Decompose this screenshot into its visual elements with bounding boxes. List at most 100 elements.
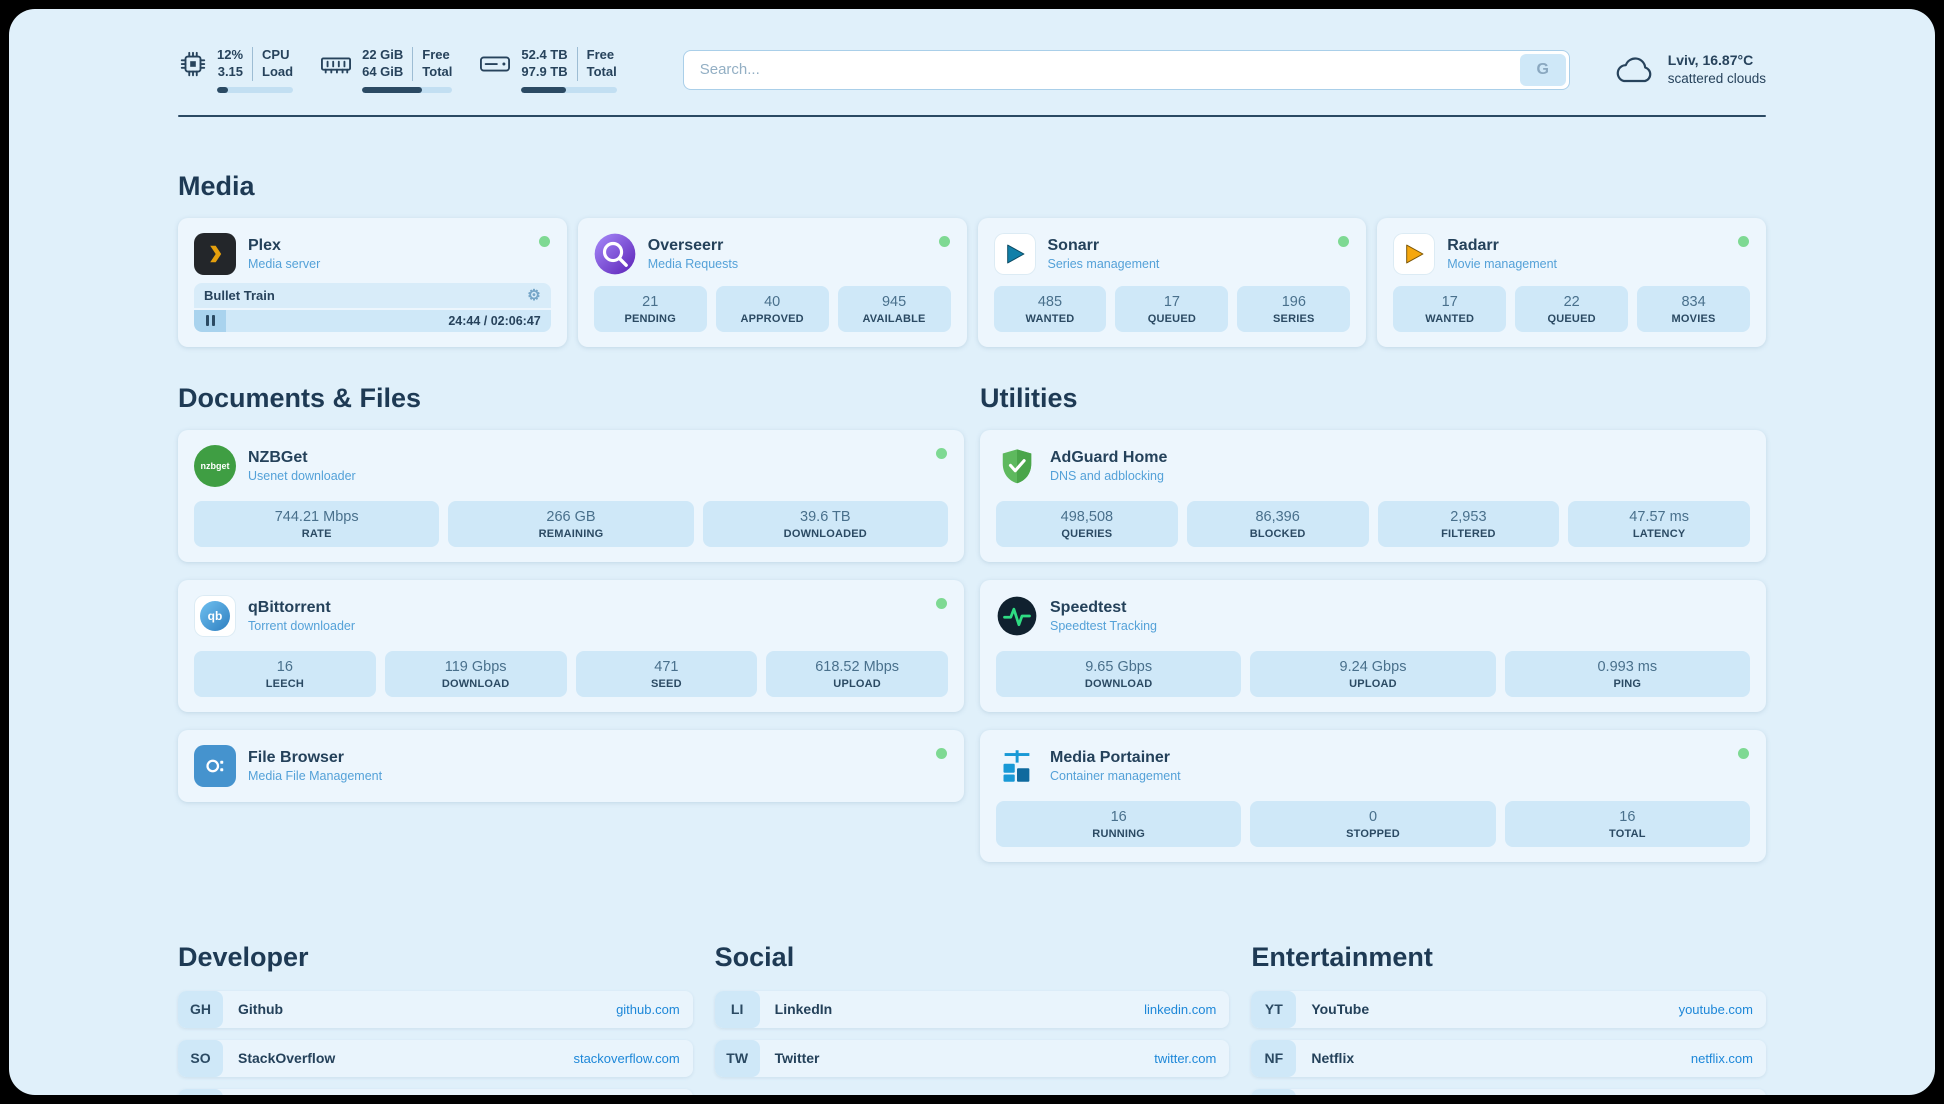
ram-metric-body: 22 GiB 64 GiB Free Total bbox=[362, 47, 453, 93]
bookmark-twitter[interactable]: TW Twitter twitter.com bbox=[714, 1039, 1230, 1077]
stat-label: SEED bbox=[650, 677, 682, 690]
qbittorrent-logo-text: qb bbox=[207, 608, 223, 623]
topbar: 12% 3.15 CPU Load bbox=[178, 47, 1766, 93]
stats-row: 498,508 QUERIES 86,396 BLOCKED 2,953 FIL… bbox=[996, 500, 1750, 547]
stat-label: RUNNING bbox=[1092, 827, 1146, 840]
bookmark-url: linkedin.com bbox=[1144, 1001, 1217, 1017]
ram-progressbar bbox=[362, 86, 453, 93]
stat-value: 17 bbox=[1163, 293, 1180, 310]
stats-row: 17 WANTED 22 QUEUED 834 MOVIES bbox=[1393, 285, 1751, 332]
gear-icon[interactable]: ⚙ bbox=[527, 286, 541, 304]
service-card-adguard[interactable]: AdGuard Home DNS and adblocking 498,508 … bbox=[980, 429, 1766, 562]
cpu-load-label: Load bbox=[262, 63, 294, 79]
media-grid: Plex Media server Bullet Train ⚙ 24:44 / bbox=[178, 217, 1766, 347]
stat-label: FILTERED bbox=[1441, 527, 1496, 540]
section-title-entertainment: Entertainment bbox=[1251, 941, 1433, 972]
status-dot bbox=[1338, 235, 1350, 247]
service-titles: Overseerr Media Requests bbox=[648, 237, 738, 271]
stat-value: 945 bbox=[881, 293, 907, 310]
service-header: File Browser Media File Management bbox=[194, 744, 948, 787]
stat-value: 834 bbox=[1681, 293, 1706, 310]
bookmark-abbr: TW bbox=[714, 1039, 760, 1077]
bookmark-reddit[interactable]: RE Reddit reddit.com bbox=[1251, 1088, 1766, 1095]
pause-icon bbox=[205, 315, 215, 327]
service-subtitle: Container management bbox=[1050, 768, 1181, 783]
cloud-icon bbox=[1616, 57, 1651, 82]
service-header: Sonarr Series management bbox=[993, 232, 1351, 275]
stat-value: 17 bbox=[1441, 293, 1458, 310]
service-titles: qBittorrent Torrent downloader bbox=[248, 599, 355, 633]
bookmark-group-social: Social LI LinkedIn linkedin.com TW Twitt… bbox=[714, 941, 1230, 1089]
service-card-qbittorrent[interactable]: qb qBittorrent Torrent downloader 16 LEE… bbox=[178, 579, 964, 712]
stat-label: AVAILABLE bbox=[862, 312, 926, 325]
stat-download: 9.65 Gbps DOWNLOAD bbox=[996, 650, 1242, 697]
stat-series: 196 SERIES bbox=[1237, 285, 1351, 332]
service-card-filebrowser[interactable]: File Browser Media File Management bbox=[178, 729, 964, 802]
cpu-progressbar bbox=[217, 86, 294, 93]
service-card-sonarr[interactable]: Sonarr Series management 485 WANTED 17 Q… bbox=[977, 217, 1367, 347]
service-header: Plex Media server bbox=[194, 232, 551, 275]
stat-value: 16 bbox=[1619, 808, 1636, 825]
stat-value: 498,508 bbox=[1060, 508, 1114, 525]
stat-stopped: 0 STOPPED bbox=[1250, 800, 1496, 847]
stat-latency: 47.57 ms LATENCY bbox=[1568, 500, 1750, 547]
stat-value: 266 GB bbox=[546, 508, 596, 525]
bookmark-github[interactable]: GH Github github.com bbox=[178, 990, 693, 1028]
stat-value: 39.6 TB bbox=[800, 508, 851, 525]
service-card-plex[interactable]: Plex Media server Bullet Train ⚙ 24:44 / bbox=[178, 217, 567, 347]
service-card-speedtest[interactable]: Speedtest Speedtest Tracking 9.65 Gbps D… bbox=[980, 579, 1766, 712]
bookmark-netflix[interactable]: NF Netflix netflix.com bbox=[1251, 1039, 1766, 1077]
weather-location: Lviv, 16.87°C bbox=[1667, 52, 1754, 69]
section-title-developer: Developer bbox=[178, 941, 309, 972]
stat-upload: 9.24 Gbps UPLOAD bbox=[1250, 650, 1496, 697]
stat-value: 618.52 Mbps bbox=[815, 658, 900, 675]
bookmark-name: Github bbox=[238, 1001, 284, 1018]
stat-label: MOVIES bbox=[1671, 312, 1716, 325]
stat-label: UPLOAD bbox=[1349, 677, 1397, 690]
status-dot bbox=[538, 235, 550, 247]
disk-total-value: 97.9 TB bbox=[521, 63, 568, 79]
bookmark-url: youtube.com bbox=[1678, 1001, 1753, 1017]
bookmark-group-entertainment: Entertainment YT YouTube youtube.com NF … bbox=[1251, 942, 1766, 1095]
stat-value: 40 bbox=[764, 293, 781, 310]
adguard-icon bbox=[996, 445, 1038, 487]
search-input[interactable] bbox=[682, 49, 1570, 90]
stat-available: 945 AVAILABLE bbox=[837, 285, 951, 332]
portainer-icon bbox=[996, 745, 1038, 787]
stat-wanted: 485 WANTED bbox=[993, 285, 1107, 332]
stat-label: DOWNLOAD bbox=[441, 677, 510, 690]
service-card-nzbget[interactable]: nzbget NZBGet Usenet downloader 744.21 M… bbox=[178, 429, 964, 562]
service-card-radarr[interactable]: Radarr Movie management 17 WANTED 22 QUE… bbox=[1377, 217, 1766, 347]
service-subtitle: Torrent downloader bbox=[248, 618, 356, 633]
bookmark-youtube[interactable]: YT YouTube youtube.com bbox=[1251, 990, 1766, 1028]
bookmark-abbr: GH bbox=[178, 990, 223, 1028]
section-title-social: Social bbox=[714, 941, 795, 972]
bookmark-linkedin[interactable]: LI LinkedIn linkedin.com bbox=[714, 990, 1230, 1028]
stat-label: LEECH bbox=[265, 677, 305, 690]
stat-approved: 40 APPROVED bbox=[715, 285, 829, 332]
service-subtitle: Media server bbox=[248, 256, 321, 271]
stat-label: TOTAL bbox=[1608, 827, 1646, 840]
service-subtitle: Series management bbox=[1047, 256, 1160, 271]
utilities-column: Utilities AdGuard Home bbox=[980, 347, 1766, 880]
status-dot bbox=[1738, 747, 1749, 759]
bookmark-dev[interactable]: DT DEV dev.to bbox=[178, 1088, 693, 1095]
service-card-portainer[interactable]: Media Portainer Container management 16 … bbox=[980, 729, 1766, 862]
bookmark-stackoverflow[interactable]: SO StackOverflow stackoverflow.com bbox=[178, 1039, 693, 1077]
service-name: Media Portainer bbox=[1050, 748, 1171, 766]
section-title-utilities: Utilities bbox=[980, 382, 1078, 413]
stat-value: 47.57 ms bbox=[1629, 508, 1689, 525]
bookmark-abbr: LI bbox=[714, 990, 760, 1028]
stat-label: DOWNLOAD bbox=[1084, 677, 1153, 690]
radarr-icon bbox=[1393, 232, 1436, 275]
bookmark-name: LinkedIn bbox=[774, 1001, 833, 1018]
status-dot bbox=[936, 447, 947, 459]
stat-label: LATENCY bbox=[1632, 527, 1686, 540]
status-dot bbox=[938, 235, 950, 247]
search-provider-button[interactable]: G bbox=[1519, 53, 1566, 86]
stat-value: 485 bbox=[1037, 293, 1063, 310]
stat-downloaded: 39.6 TB DOWNLOADED bbox=[702, 500, 948, 547]
service-card-overseerr[interactable]: Overseerr Media Requests 21 PENDING 40 A… bbox=[577, 217, 967, 347]
stats-row: 744.21 Mbps RATE 266 GB REMAINING 39.6 T… bbox=[194, 500, 948, 547]
dashboard: 12% 3.15 CPU Load bbox=[9, 9, 1935, 1095]
